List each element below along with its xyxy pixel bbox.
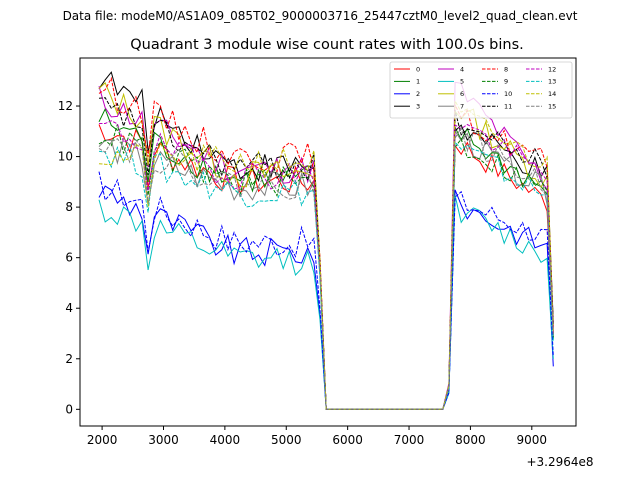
x-tick-label: 7000 — [394, 433, 425, 447]
legend-label-1: 1 — [416, 78, 420, 86]
series-line-4 — [98, 81, 554, 410]
legend-label-6: 6 — [460, 90, 464, 98]
legend-label-13: 13 — [548, 78, 556, 86]
legend-label-10: 10 — [504, 90, 512, 98]
x-tick-label: 8000 — [455, 433, 486, 447]
legend-label-5: 5 — [460, 78, 464, 86]
legend-label-12: 12 — [548, 65, 556, 73]
legend-label-11: 11 — [504, 103, 512, 111]
y-tick-label: 8 — [65, 200, 73, 214]
x-tick-label: 2000 — [87, 433, 118, 447]
x-axis: 2000 3000 4000 5000 6000 7000 8000 9000 — [87, 426, 547, 447]
y-tick-label: 10 — [58, 150, 73, 164]
x-offset-label: +3.2964e8 — [526, 455, 593, 469]
series-line-0 — [98, 124, 554, 410]
x-tick-label: 6000 — [332, 433, 363, 447]
series-line-12 — [99, 120, 554, 410]
legend-label-3: 3 — [416, 103, 420, 111]
series-line-6 — [98, 82, 554, 410]
y-axis: 0 2 4 6 8 10 12 — [58, 99, 80, 416]
series-line-10 — [98, 171, 554, 410]
legend-label-0: 0 — [416, 65, 420, 73]
series-line-5 — [98, 195, 554, 410]
series-line-13 — [98, 140, 554, 410]
x-tick-label: 4000 — [210, 433, 241, 447]
legend-label-2: 2 — [416, 90, 420, 98]
axes-frame — [79, 57, 577, 427]
series-line-7 — [98, 129, 554, 410]
legend-label-14: 14 — [548, 90, 556, 98]
x-tick-label: 9000 — [517, 433, 548, 447]
y-tick-label: 12 — [58, 99, 73, 113]
y-tick-label: 2 — [65, 352, 73, 366]
y-tick-label: 0 — [65, 402, 73, 416]
chart-suptitle: Data file: modeM0/AS1A09_085T02_90000037… — [63, 9, 578, 23]
series-line-8 — [98, 76, 554, 410]
y-tick-label: 4 — [65, 301, 73, 315]
chart-title: Quadrant 3 module wise count rates with … — [130, 37, 524, 53]
legend-label-9: 9 — [504, 78, 508, 86]
legend-label-4: 4 — [460, 65, 464, 73]
series-group — [98, 71, 554, 410]
legend-label-7: 7 — [460, 103, 464, 111]
x-tick-label: 5000 — [271, 433, 302, 447]
series-line-2 — [98, 185, 554, 410]
y-tick-label: 6 — [65, 251, 73, 265]
legend-label-15: 15 — [548, 103, 556, 111]
legend-label-8: 8 — [504, 65, 508, 73]
legend-box — [389, 61, 573, 119]
series-line-9 — [98, 124, 554, 410]
series-line-15 — [98, 126, 554, 410]
x-tick-label: 3000 — [148, 433, 179, 447]
